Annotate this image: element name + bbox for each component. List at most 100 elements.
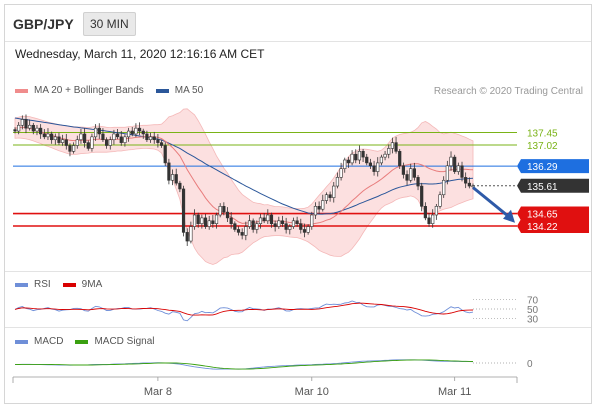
timeframe-button[interactable]: 30 MIN — [83, 12, 136, 36]
candle-down — [365, 156, 369, 164]
candle-down — [361, 151, 365, 158]
candle-up — [383, 153, 387, 158]
chart-header: GBP/JPY 30 MIN — [5, 5, 591, 42]
legend-rsi-ma: 9MA — [62, 279, 103, 290]
candle-up — [134, 127, 138, 135]
candle-down — [225, 211, 230, 219]
candle-up — [390, 142, 394, 149]
level-tag-pivot — [517, 159, 589, 174]
candle-down — [273, 223, 277, 227]
candle-up — [306, 226, 310, 233]
candle-up — [17, 124, 21, 132]
level-label-137.02: 137.02 — [527, 141, 558, 152]
candle-down — [181, 188, 186, 233]
candle-up — [277, 220, 281, 227]
candle-down — [203, 217, 208, 227]
candle-down — [31, 124, 35, 132]
candle-up — [324, 194, 329, 201]
candle-down — [101, 133, 105, 141]
x-tick-label: Mar 8 — [144, 386, 172, 398]
macd-legend: MACD MACD Signal — [15, 336, 166, 347]
candle-down — [229, 217, 233, 224]
candle-up — [79, 133, 83, 141]
candle-down — [185, 232, 189, 242]
candle-down — [115, 133, 120, 138]
legend-macd-signal-label: MACD Signal — [94, 336, 155, 347]
candle-up — [255, 223, 259, 230]
candle-down — [68, 145, 72, 152]
symbol-title: GBP/JPY — [13, 16, 74, 32]
legend-rsi-label: RSI — [34, 279, 51, 290]
level-tag-last — [517, 178, 589, 193]
candle-down — [299, 223, 303, 230]
candle-down — [372, 165, 376, 172]
candle-up — [335, 177, 340, 187]
candle-down — [39, 127, 43, 135]
legend-rsi-ma-label: 9MA — [81, 279, 103, 290]
candle-down — [222, 206, 226, 213]
candle-up — [207, 220, 211, 227]
candle-down — [328, 194, 332, 198]
candle-up — [189, 226, 193, 242]
candle-down — [196, 214, 200, 224]
candle-up — [431, 214, 435, 224]
macd-signal-line — [14, 359, 474, 370]
x-tick-label: Mar 10 — [295, 386, 329, 398]
candle-down — [83, 133, 87, 143]
candle-down — [420, 185, 424, 207]
candle-down — [284, 223, 288, 230]
candle-down — [42, 133, 46, 138]
candle-down — [236, 229, 241, 233]
candle-up — [20, 119, 24, 126]
legend-rsi-ma-swatch — [62, 282, 76, 287]
candle-up — [218, 206, 222, 216]
candle-up — [94, 127, 98, 138]
candle-up — [244, 226, 248, 236]
candle-down — [464, 177, 468, 184]
candle-up — [90, 136, 94, 149]
level-label-136.29: 136.29 — [527, 162, 558, 173]
candle-down — [156, 139, 160, 143]
candle-down — [233, 223, 237, 230]
legend-macd-swatch — [15, 339, 28, 344]
rsi-tick-label: 30 — [527, 314, 539, 325]
candle-up — [343, 159, 347, 169]
chart-datetime: Wednesday, March 11, 2020 12:16:16 AM CE… — [15, 47, 265, 61]
candle-down — [57, 136, 61, 143]
candle-up — [357, 151, 362, 161]
panel-separator — [5, 327, 591, 328]
candle-up — [72, 145, 76, 152]
candle-down — [211, 220, 215, 224]
candle-up — [442, 179, 446, 196]
candle-up — [379, 156, 384, 164]
candle-down — [346, 159, 351, 164]
candle-down — [86, 142, 90, 149]
candle-down — [405, 174, 409, 181]
candle-down — [416, 177, 420, 187]
candle-down — [262, 217, 266, 222]
candle-up — [75, 139, 79, 146]
candle-down — [467, 182, 471, 187]
candle-down — [119, 136, 123, 143]
candle-down — [398, 151, 402, 167]
candle-up — [471, 185, 475, 188]
candle-down — [368, 162, 373, 167]
level-label-134.22: 134.22 — [527, 222, 558, 233]
legend-rsi-swatch — [15, 282, 28, 287]
candle-down — [178, 182, 182, 190]
legend-ma20-swatch — [15, 88, 28, 93]
candle-down — [317, 206, 321, 210]
legend-macd-signal-swatch — [75, 339, 89, 344]
macd-line — [14, 359, 474, 370]
candle-down — [152, 136, 156, 141]
level-tag-target — [517, 219, 589, 233]
candle-down — [295, 220, 299, 224]
candle-down — [145, 133, 149, 141]
candle-down — [423, 206, 427, 219]
candle-up — [376, 162, 380, 172]
candle-down — [460, 165, 464, 178]
candle-down — [105, 139, 109, 146]
rsi-tick-label: 50 — [527, 305, 539, 316]
candle-down — [240, 232, 244, 236]
legend-ma20-label: MA 20 + Bollinger Bands — [34, 85, 144, 96]
